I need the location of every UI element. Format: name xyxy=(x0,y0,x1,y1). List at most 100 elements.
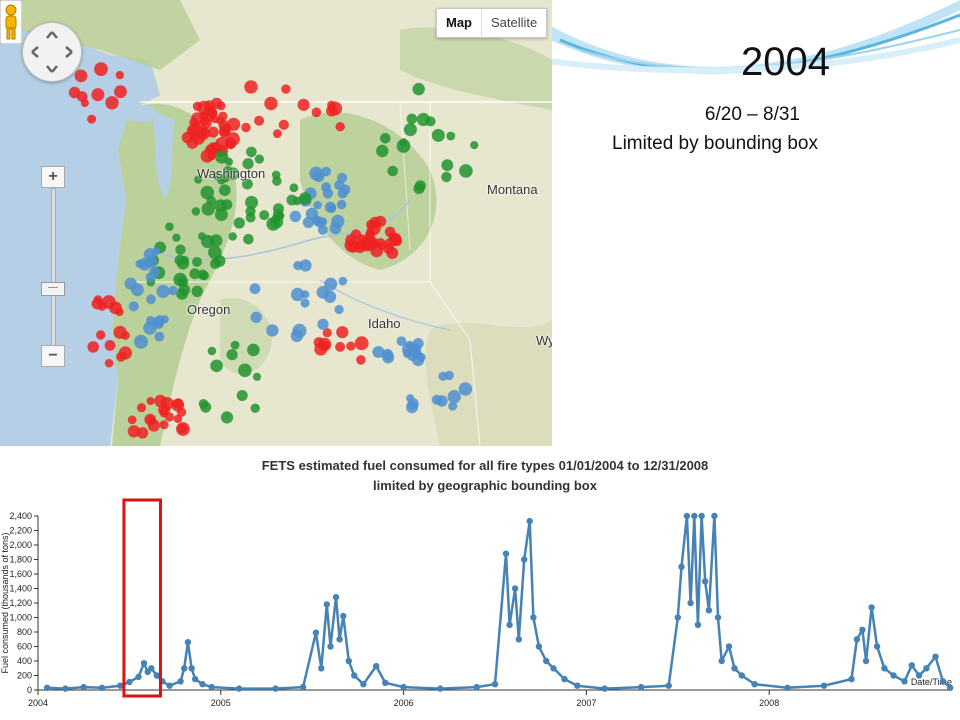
data-point xyxy=(550,665,557,672)
pan-arrows-icon xyxy=(31,31,73,73)
data-point xyxy=(574,682,581,689)
fire-dot xyxy=(226,167,240,180)
fire-dot xyxy=(425,116,436,127)
data-point xyxy=(881,665,888,672)
data-point xyxy=(859,626,866,633)
street-view-pegman-icon[interactable] xyxy=(0,0,22,44)
fire-dot xyxy=(322,328,332,338)
fire-detections xyxy=(68,62,479,439)
zoom-in-button[interactable]: + xyxy=(41,166,65,188)
fire-dot xyxy=(290,287,305,302)
y-tick-label: 1,400 xyxy=(9,584,32,594)
zoom-slider-track[interactable] xyxy=(51,188,56,346)
data-point xyxy=(678,563,685,570)
fire-dot xyxy=(380,133,391,144)
fire-dot xyxy=(402,342,415,356)
fire-dot xyxy=(273,129,282,139)
fire-dot xyxy=(254,115,265,126)
fuel-consumed-chart: 0 200 400 600 800 1,000 1,200 1,400 1,600 1,800 2,… xyxy=(0,498,954,708)
fire-dot xyxy=(458,382,473,396)
fire-dot xyxy=(329,222,342,235)
fire-dot xyxy=(214,208,228,222)
fire-dot xyxy=(369,216,381,228)
fire-map[interactable]: Map Satellite + — − Washington Oregon Id… xyxy=(0,0,552,446)
fire-dot xyxy=(207,346,217,356)
data-point xyxy=(192,675,199,683)
data-point xyxy=(665,682,672,689)
y-tick-label: 2,200 xyxy=(9,526,32,536)
data-point xyxy=(901,678,908,685)
y-axis-title: Fuel consumed (thousands of tons) xyxy=(0,532,10,673)
data-point xyxy=(674,614,681,621)
fire-dot xyxy=(335,341,346,352)
fire-dot xyxy=(146,416,156,425)
fire-dot xyxy=(213,255,226,267)
fire-dot xyxy=(278,119,289,130)
fire-dot xyxy=(357,234,366,243)
fire-dot xyxy=(96,330,106,340)
fire-dot xyxy=(249,283,261,295)
map-type-toggle: Map Satellite xyxy=(436,8,548,38)
data-point xyxy=(698,512,705,520)
fire-dot xyxy=(317,318,329,330)
data-point xyxy=(543,657,550,665)
fire-dot xyxy=(219,184,231,196)
data-point xyxy=(506,621,513,628)
fire-dot xyxy=(226,139,236,149)
fire-dot xyxy=(372,346,385,358)
y-tick-label: 0 xyxy=(27,685,32,695)
fire-dot xyxy=(159,408,169,418)
data-point xyxy=(694,621,702,628)
fire-dot xyxy=(154,331,165,342)
fire-dot xyxy=(412,82,425,96)
data-point xyxy=(725,643,733,650)
fire-dot xyxy=(115,70,125,80)
map-canvas xyxy=(0,0,552,446)
fire-dot xyxy=(211,97,223,109)
series-line xyxy=(47,514,952,690)
data-point xyxy=(188,665,195,672)
data-point xyxy=(199,681,206,688)
fire-dot xyxy=(104,358,114,368)
fire-dot xyxy=(297,98,310,111)
fire-dot xyxy=(382,351,395,364)
fire-dot xyxy=(228,232,237,241)
fire-dot xyxy=(94,62,108,76)
map-label-washington: Washington xyxy=(197,166,266,181)
fire-dot xyxy=(74,69,88,83)
data-point xyxy=(731,665,738,672)
data-point xyxy=(687,599,694,607)
map-type-map-button[interactable]: Map xyxy=(437,9,482,37)
fire-dot xyxy=(156,284,170,298)
data-point xyxy=(153,672,160,679)
map-label-oregon: Oregon xyxy=(187,302,231,317)
fire-dot xyxy=(386,247,399,259)
fire-dot xyxy=(172,233,181,242)
fire-dot xyxy=(241,122,251,133)
pan-control[interactable] xyxy=(22,22,82,82)
slide-title: 2004 xyxy=(741,40,830,84)
data-point xyxy=(890,672,897,679)
data-point xyxy=(351,672,358,679)
fire-dot xyxy=(406,401,418,414)
data-point xyxy=(535,643,543,650)
data-point xyxy=(511,585,519,592)
fire-dot xyxy=(233,217,245,229)
fire-dot xyxy=(230,340,240,350)
fire-dot xyxy=(91,297,104,310)
fire-dot xyxy=(151,317,162,329)
fire-dot xyxy=(299,259,312,272)
fire-dot xyxy=(201,202,215,216)
data-point xyxy=(340,612,347,620)
fire-dot xyxy=(346,341,356,351)
map-type-satellite-button[interactable]: Satellite xyxy=(491,15,538,30)
fire-dot xyxy=(320,340,330,350)
fire-dot xyxy=(245,212,256,223)
fire-dot xyxy=(194,175,203,184)
data-point xyxy=(691,512,698,520)
zoom-out-button[interactable]: − xyxy=(41,345,65,367)
fire-dot xyxy=(238,363,252,378)
fire-dot xyxy=(199,270,209,281)
data-point xyxy=(923,665,930,672)
zoom-slider-thumb[interactable]: — xyxy=(41,282,65,296)
